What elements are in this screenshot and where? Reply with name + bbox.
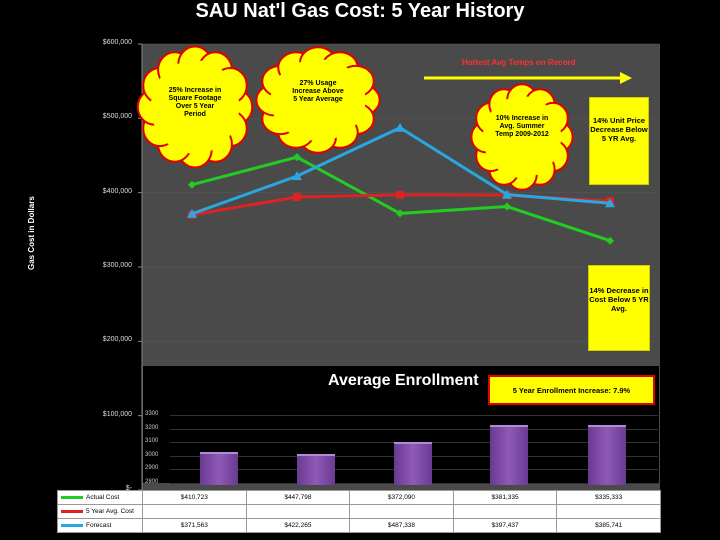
data-point <box>605 198 615 208</box>
data-point <box>502 189 512 199</box>
data-point <box>292 171 302 181</box>
arrow-head-icon <box>620 72 632 84</box>
data-point <box>293 193 301 202</box>
y-tick-label: $400,000 <box>102 187 132 195</box>
table-cell <box>556 504 661 519</box>
table-cell: $447,798 <box>245 490 351 505</box>
cloud-square-footage <box>136 45 254 169</box>
enrollment-bar <box>588 424 626 485</box>
enrollment-increase-box: 5 Year Enrollment Increase: 7.9% <box>488 375 655 405</box>
legend-avg-label: 5 Year Avg. Cost <box>86 508 134 515</box>
legend-forecast-swatch <box>61 523 83 527</box>
enrollment-bar <box>394 442 432 485</box>
unit-price-box: 14% Unit Price Decrease Below 5 YR Avg. <box>589 97 649 185</box>
data-point <box>396 209 404 218</box>
table-cell <box>452 504 558 519</box>
data-point <box>396 190 404 199</box>
data-point <box>188 180 196 189</box>
table-cell: $385,741 <box>556 518 661 533</box>
inset-gridline <box>170 415 658 416</box>
data-point <box>395 122 405 132</box>
table-cell: $372,090 <box>349 490 454 505</box>
table-cell <box>245 504 351 519</box>
callout-usage-increase: 27% Usage Increase Above 5 Year Average <box>292 80 344 104</box>
inset-tick-label: 3000 <box>145 451 159 458</box>
cloud-usage-increase <box>255 46 381 154</box>
table-cell: $381,335 <box>452 490 558 505</box>
y-tick-label: $600,000 <box>102 39 132 46</box>
table-cell: $371,563 <box>142 518 247 533</box>
cloud-core <box>482 96 562 178</box>
y-tick-label: $- <box>125 485 132 492</box>
callout-square-footage: 25% Increase in Square Footage Over 5 Ye… <box>168 87 222 119</box>
table-row: Actual Cost $410,723 $447,798 $372,090 $… <box>57 490 661 505</box>
enrollment-bar <box>297 454 335 485</box>
data-point <box>606 236 614 245</box>
table-cell: $410,723 <box>142 490 247 505</box>
legend-avg-swatch <box>61 509 83 513</box>
enrollment-bar <box>200 452 238 485</box>
cloud-core <box>270 59 366 141</box>
table-cell <box>142 504 247 519</box>
enrollment-title: Average Enrollment <box>328 372 479 389</box>
legend-forecast-label: Forecast <box>86 522 112 529</box>
inset-tick-label: 2800 <box>145 479 159 485</box>
inset-gridline <box>170 428 658 430</box>
cloud-core <box>150 60 240 154</box>
data-point <box>293 153 301 162</box>
table-cell <box>349 504 454 519</box>
data-point <box>187 208 197 218</box>
inset-tick-label: 2900 <box>145 465 159 472</box>
hottest-temps-label: Hottest Avg Temps on Record <box>462 58 576 67</box>
legend-actual-label: Actual Cost <box>86 494 120 501</box>
legend-actual-swatch <box>61 495 83 499</box>
table-row: Forecast $371,563 $422,265 $487,338 $397… <box>57 518 661 533</box>
y-tick-label: $300,000 <box>102 262 132 269</box>
inset-tick-label: 3200 <box>145 424 159 431</box>
y-tick-label: $200,000 <box>102 336 132 344</box>
table-cell: $487,338 <box>349 518 454 533</box>
data-table: Actual Cost $410,723 $447,798 $372,090 $… <box>57 490 661 533</box>
inset-tick-label: 3300 <box>145 411 159 417</box>
cost-decrease-box: 14% Decrease in Cost Below 5 YR Avg. <box>588 265 650 351</box>
y-tick-label: $100,000 <box>102 410 132 418</box>
enrollment-bar <box>490 425 528 485</box>
y-tick-label: $500,000 <box>102 113 132 121</box>
axis-area <box>55 44 142 490</box>
data-point <box>503 202 511 211</box>
chart-title: SAU Nat'l Gas Cost: 5 Year History <box>195 0 525 22</box>
callout-summer-temp: 10% Increase in Avg. Summer Temp 2009-20… <box>495 115 549 139</box>
y-axis-title: Gas Cost in Dollars <box>27 196 36 270</box>
table-cell: $397,437 <box>452 518 558 533</box>
inset-tick-label: 3100 <box>145 438 159 445</box>
table-row: 5 Year Avg. Cost <box>57 504 661 519</box>
table-cell: $422,265 <box>245 518 351 533</box>
table-cell: $335,333 <box>556 490 661 505</box>
cloud-summer-temp <box>470 83 574 191</box>
